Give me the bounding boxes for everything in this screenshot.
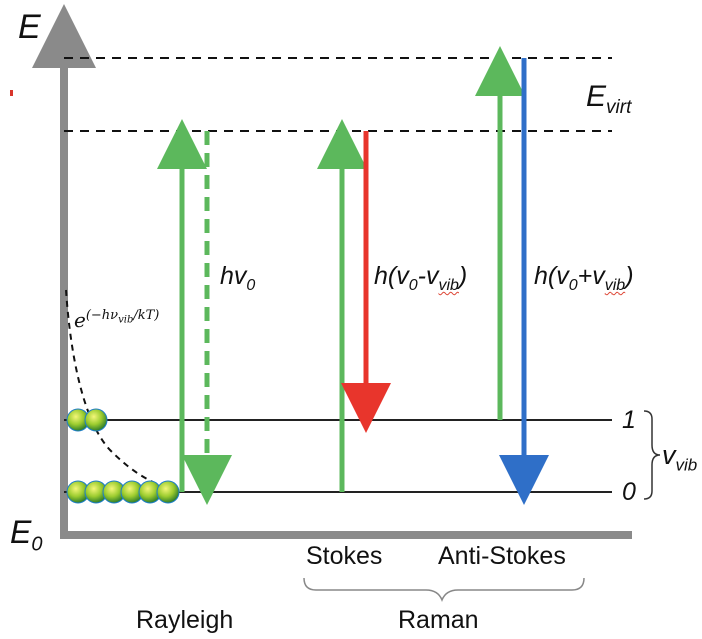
boltzmann-formula: e(−hνvib/kT): [74, 308, 160, 332]
molecules-level-1: [66, 408, 108, 432]
rayleigh-category-label: Rayleigh: [136, 606, 234, 634]
boltzmann-curve: [65, 289, 167, 489]
stokes-category-label: Stokes: [306, 542, 383, 570]
molecules-level-0: [66, 480, 180, 504]
level-1-label: 1: [622, 406, 636, 434]
energy-axis-label: E: [18, 8, 41, 46]
rayleigh-energy-label: hv0: [220, 262, 256, 294]
level-0-label: 0: [622, 478, 636, 506]
stokes-energy-label: h(v0-vvib): [374, 262, 468, 294]
ground-energy-label: E0: [10, 514, 43, 556]
vibrational-energy-label: vvib: [662, 440, 698, 475]
vib-brace: [643, 410, 661, 500]
stray-mark-red: [10, 90, 13, 96]
raman-category-label: Raman: [398, 606, 479, 634]
raman-brace: [303, 577, 585, 603]
virtual-level-label: Evirt: [586, 80, 632, 118]
anti-stokes-energy-label: h(v0+vvib): [534, 262, 634, 294]
anti-stokes-category-label: Anti-Stokes: [438, 542, 566, 570]
